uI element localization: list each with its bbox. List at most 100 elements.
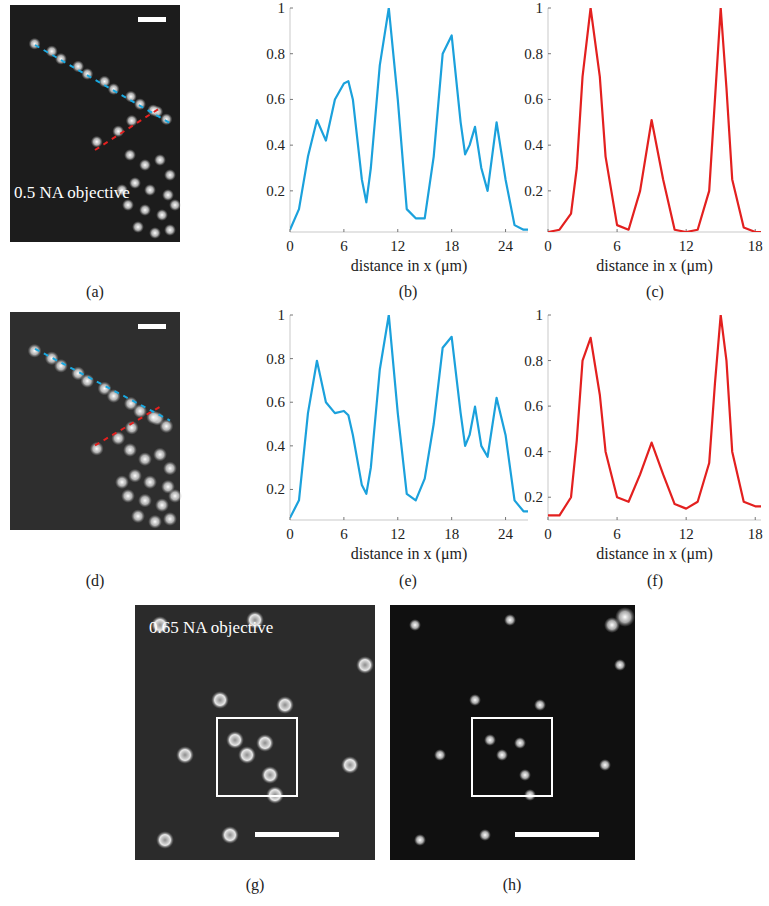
x-axis-title: distance in x (μm): [596, 545, 713, 563]
cell-spot: [107, 389, 121, 403]
x-tick: [397, 229, 398, 232]
x-tick: [343, 517, 344, 520]
panel-label: (d): [86, 572, 105, 590]
profile-path: [35, 45, 170, 123]
cell-spot: [604, 617, 620, 633]
y-tick-label: 0.2: [524, 183, 543, 199]
y-tick-label: 0.8: [524, 46, 543, 62]
y-tick-label: 1: [536, 307, 544, 323]
panel-label: (b): [399, 283, 418, 301]
x-tick-label: 24: [498, 526, 514, 542]
y-tick: [548, 145, 551, 146]
y-axis-line: [290, 8, 291, 232]
x-tick: [686, 517, 687, 520]
y-tick-label: 0.6: [524, 398, 543, 414]
panel-label: (a): [86, 283, 104, 301]
x-axis-line: [548, 520, 761, 521]
cell-spot: [168, 489, 182, 503]
x-tick: [617, 229, 618, 232]
scale-bar: [138, 324, 166, 329]
y-tick: [290, 190, 293, 191]
cell-spot: [599, 759, 611, 771]
cell-spot: [169, 199, 181, 211]
line-plot: 0.20.40.60.8106121824distance in x (μm)(…: [266, 307, 528, 590]
profile-path: [95, 407, 160, 446]
cell-spot: [143, 475, 157, 489]
x-tick-label: 12: [679, 238, 694, 254]
y-tick: [290, 445, 293, 446]
cell-spot: [211, 691, 229, 709]
cell-spot: [153, 448, 167, 462]
cell-spot: [121, 489, 135, 503]
y-tick: [548, 406, 551, 407]
panel-label: (f): [647, 572, 663, 590]
cell-spot: [138, 494, 152, 508]
image-background: [135, 605, 375, 860]
cell-spot: [514, 737, 526, 749]
cell-spot: [128, 469, 142, 483]
y-tick-label: 0.2: [266, 183, 285, 199]
profile-line: [290, 315, 528, 518]
panel-label: (g): [246, 876, 265, 894]
cell-spot: [55, 53, 67, 65]
plot-area: [548, 8, 761, 232]
cell-spot: [261, 766, 279, 784]
cell-spot: [163, 461, 177, 475]
cell-spot: [156, 831, 174, 849]
cell-spot: [534, 699, 546, 711]
image-background: [390, 605, 635, 860]
scale-bar: [138, 17, 166, 22]
plot-area: [290, 315, 528, 518]
x-tick-label: 12: [390, 238, 405, 254]
y-tick: [548, 497, 551, 498]
scale-bar: [255, 832, 339, 837]
cell-spot: [276, 696, 294, 714]
micrograph: 0.5 NA objective(a): [10, 5, 181, 301]
y-tick: [290, 53, 293, 54]
cell-spot: [108, 83, 120, 95]
cell-spot: [434, 749, 446, 761]
profile-line: [548, 315, 761, 515]
cell-spot: [159, 419, 173, 433]
y-tick-label: 1: [278, 0, 286, 16]
y-tick-label: 0.4: [524, 444, 543, 460]
x-axis-line: [290, 232, 528, 233]
plot-area: [290, 8, 528, 230]
figure: 0.20.40.60.8106121824distance in x (μm)(…: [0, 0, 769, 906]
y-tick: [548, 8, 551, 9]
x-tick-label: 0: [544, 526, 552, 542]
line-plot: 0.20.40.60.81061218distance in x (μm)(f): [524, 307, 762, 590]
cell-spot: [519, 769, 531, 781]
cell-spot: [154, 154, 166, 166]
cell-spot: [115, 475, 129, 489]
image-background: [10, 312, 180, 530]
cell-spot: [162, 189, 174, 201]
cell-spot: [148, 515, 162, 529]
y-tick: [290, 402, 293, 403]
x-tick-label: 12: [679, 526, 694, 542]
line-plot: 0.20.40.60.81061218distance in x (μm)(c): [524, 0, 762, 301]
cell-spot: [176, 746, 194, 764]
cell-spot: [129, 177, 141, 189]
x-tick-label: 6: [613, 526, 621, 542]
profile-line: [548, 8, 761, 232]
x-tick-label: 0: [286, 526, 294, 542]
profile-line: [290, 8, 528, 230]
micrograph: (h): [390, 605, 635, 894]
y-tick: [290, 358, 293, 359]
y-tick: [548, 190, 551, 191]
line-plot: 0.20.40.60.8106121824distance in x (μm)(…: [266, 0, 528, 301]
zoom-box: [217, 718, 297, 796]
zoom-box: [472, 718, 552, 796]
micrograph: 0.65 NA objective(g): [135, 605, 375, 894]
cell-spot: [496, 749, 508, 761]
y-tick-label: 0.4: [266, 438, 285, 454]
image-background: [10, 5, 180, 242]
cell-spot: [81, 68, 93, 80]
y-tick: [548, 360, 551, 361]
y-tick: [290, 489, 293, 490]
plot-area: [548, 315, 761, 515]
cell-spot: [124, 149, 136, 161]
cell-spot: [132, 221, 144, 233]
x-tick: [451, 517, 452, 520]
